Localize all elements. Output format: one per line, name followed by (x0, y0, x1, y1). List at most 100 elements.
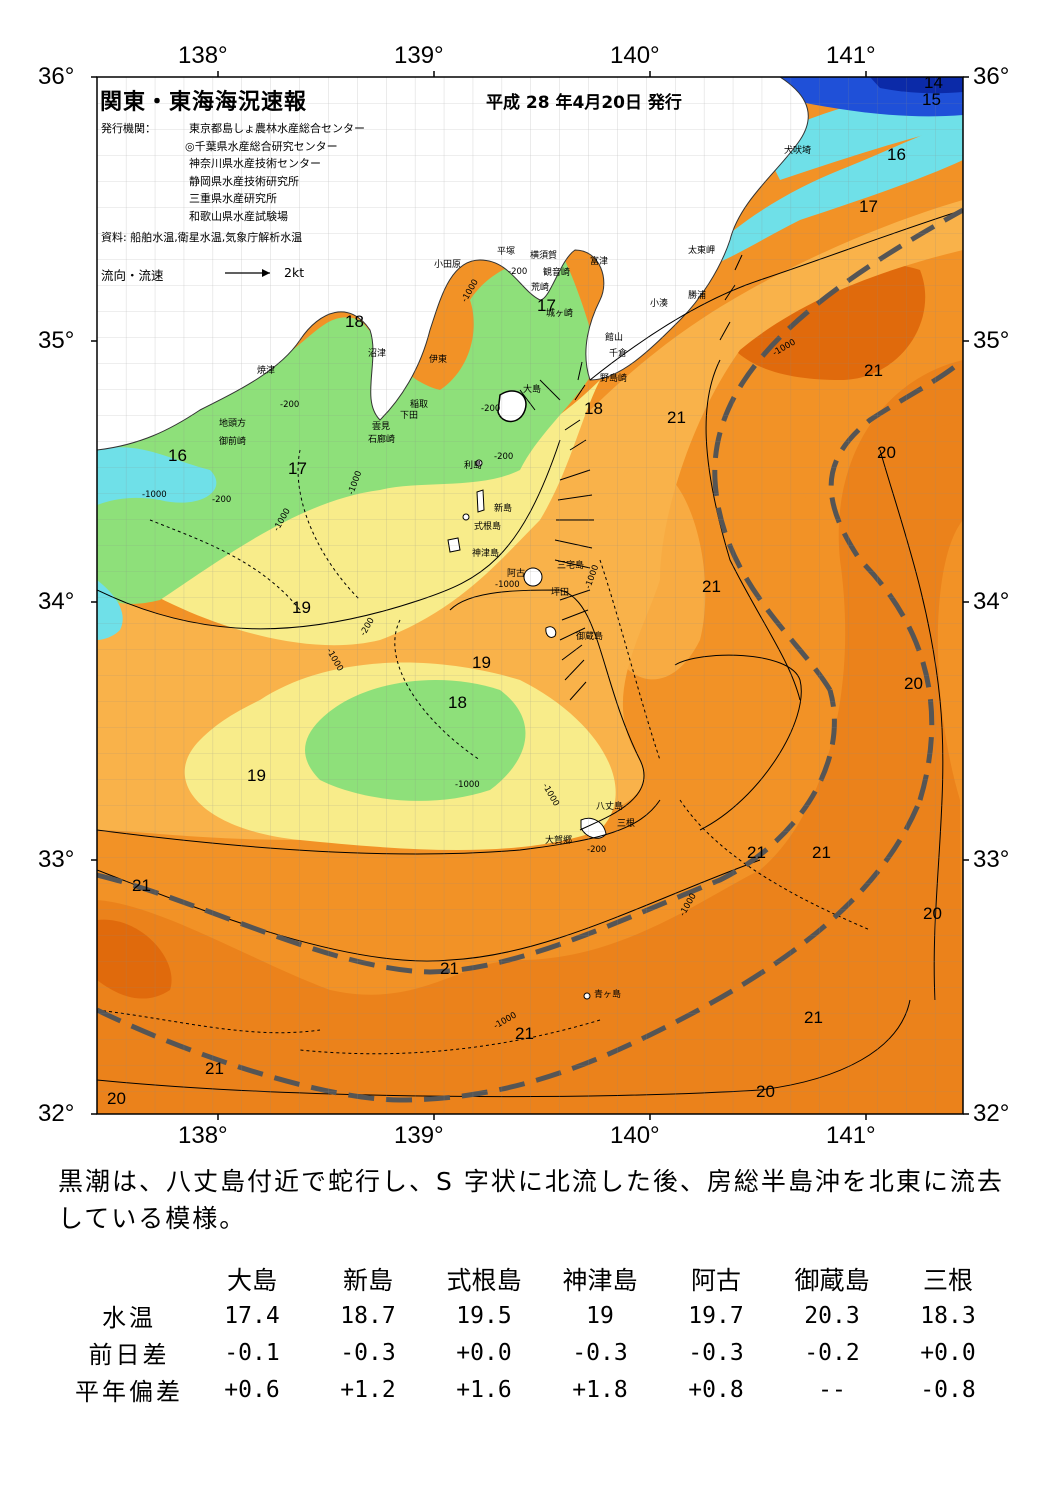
table-cell: 19.7 (688, 1302, 744, 1329)
table-column-header: 大島 (226, 1265, 277, 1295)
place-label: 大島 (523, 385, 542, 395)
table-cell: 19 (586, 1302, 614, 1329)
place-label: 沼津 (368, 349, 387, 359)
isotherm-label: 16 (887, 145, 906, 164)
place-label: 稲取 (410, 400, 429, 410)
isotherm-label: 21 (804, 1008, 823, 1027)
lat-right-34: 34° (973, 588, 1010, 615)
table-cell: -- (818, 1376, 846, 1403)
place-label: 横須賀 (530, 251, 558, 261)
table-cell: +0.6 (224, 1376, 280, 1403)
map-title: 関東・東海海況速報 (100, 90, 308, 115)
place-label: 平塚 (497, 247, 516, 257)
place-label: 阿古 (507, 569, 526, 579)
institution-item: 神奈川県水産技術センター (189, 157, 321, 171)
institution-item: 東京都島しょ農林水産総合センター (189, 122, 365, 135)
place-label: 雲見 (372, 422, 391, 432)
isotherm-label: 19 (472, 653, 491, 672)
place-label: 坪田 (551, 588, 570, 598)
isotherm-label: 21 (205, 1059, 224, 1078)
flow-legend-label: 流向・流速 (101, 268, 164, 283)
depth-label: -200 (481, 404, 501, 414)
table-cell: +0.0 (920, 1339, 976, 1366)
map-frame (96, 76, 964, 1115)
depth-label: -200 (494, 452, 514, 462)
lon-bottom-138: 138° (178, 1122, 228, 1149)
isotherm-label: 19 (292, 598, 311, 617)
isotherm-label: 18 (584, 399, 603, 418)
isotherm-label: 17 (288, 459, 307, 478)
isotherm-label: 18 (345, 312, 364, 331)
row-label: 平年偏差 (75, 1378, 183, 1406)
isotherm-label: 21 (440, 959, 459, 978)
place-label: 三根 (617, 819, 636, 829)
isotherm-label: 19 (247, 766, 266, 785)
institutions-block: 発行機関： 東京都島しょ農林水産総合センター ◎千葉県水産総合研究センター 神奈川… (101, 120, 365, 226)
isotherm-label: 21 (702, 577, 721, 596)
place-label: 犬吠埼 (784, 146, 812, 156)
table-cell: -0.3 (688, 1339, 744, 1366)
place-label: 勝浦 (688, 291, 707, 301)
table-column-header: 神津島 (562, 1265, 638, 1295)
place-label: 地頭方 (219, 419, 247, 429)
table-row: 水温 17.4 18.7 19.5 19 19.7 20.3 18.3 (64, 1297, 1006, 1334)
flow-legend-unit: 2kt (284, 265, 305, 280)
table-column-header: 阿古 (690, 1265, 741, 1295)
map-canvas (91, 71, 969, 1120)
isotherm-label: 14 (924, 73, 943, 92)
table-column-header: 式根島 (446, 1265, 522, 1295)
table-cell: +1.8 (572, 1376, 628, 1403)
table-column-header: 三根 (922, 1265, 973, 1295)
place-label: 城ヶ崎 (546, 309, 574, 319)
lon-top-141: 141° (826, 42, 876, 69)
place-label: 富津 (590, 257, 609, 267)
table-cell: 19.5 (456, 1302, 512, 1329)
table-cell: 18.7 (340, 1302, 396, 1329)
isotherm-label: 17 (537, 296, 556, 315)
table-cell: +1.2 (340, 1376, 396, 1403)
lon-bottom-140: 140° (610, 1122, 660, 1149)
institution-item: 三重県水産研究所 (189, 192, 277, 206)
place-label: 石廊崎 (368, 435, 396, 445)
table-cell: -0.1 (224, 1339, 280, 1366)
institutions-label: 発行機関： (101, 122, 156, 135)
lat-left-33: 33° (38, 846, 75, 873)
table-cell: -0.2 (804, 1339, 860, 1366)
place-label: 御蔵島 (576, 632, 604, 642)
lon-bottom-141: 141° (826, 1122, 876, 1149)
place-label: 焼津 (257, 366, 276, 376)
isotherm-label: 21 (515, 1024, 534, 1043)
isotherm-label: 21 (747, 843, 766, 862)
table-column-header: 御蔵島 (794, 1265, 870, 1295)
place-label: 大賀郷 (545, 836, 573, 846)
lat-right-36: 36° (973, 63, 1010, 90)
isotherm-label: 20 (107, 1089, 126, 1108)
isotherm-label: 16 (168, 446, 187, 465)
depth-label: -200 (212, 495, 232, 505)
place-label: 伊東 (429, 355, 448, 365)
place-label: 千倉 (609, 349, 628, 359)
place-label: 太東岬 (688, 246, 716, 256)
temperature-table: 大島 新島 式根島 神津島 阿古 御蔵島 三根 水温 17.4 18.7 19.… (64, 1260, 1006, 1408)
isotherm-label: 15 (922, 90, 941, 109)
lon-bottom-139: 139° (394, 1122, 444, 1149)
depth-label: -200 (280, 400, 300, 410)
lat-left-35: 35° (38, 327, 75, 354)
lat-right-35: 35° (973, 327, 1010, 354)
table-cell: 20.3 (804, 1302, 860, 1329)
place-label: 小湊 (650, 299, 669, 309)
table-header-row: 大島 新島 式根島 神津島 阿古 御蔵島 三根 (64, 1260, 1006, 1297)
table-column-header: 新島 (342, 1265, 393, 1295)
place-label: 青ヶ島 (594, 990, 622, 1000)
lat-left-34: 34° (38, 588, 75, 615)
isotherm-label: 18 (448, 693, 467, 712)
lat-left-36: 36° (38, 63, 75, 90)
place-label: 式根島 (474, 522, 502, 532)
data-source: 資料: 船舶水温,衛星水温,気象庁解析水温 (101, 231, 303, 244)
institution-item: 静岡県水産技術研究所 (189, 174, 299, 188)
depth-label: -1000 (142, 490, 167, 500)
table-cell: 18.3 (920, 1302, 976, 1329)
place-label: 八丈島 (596, 802, 624, 812)
table-cell: -0.8 (920, 1376, 976, 1403)
lon-top-138: 138° (178, 42, 228, 69)
